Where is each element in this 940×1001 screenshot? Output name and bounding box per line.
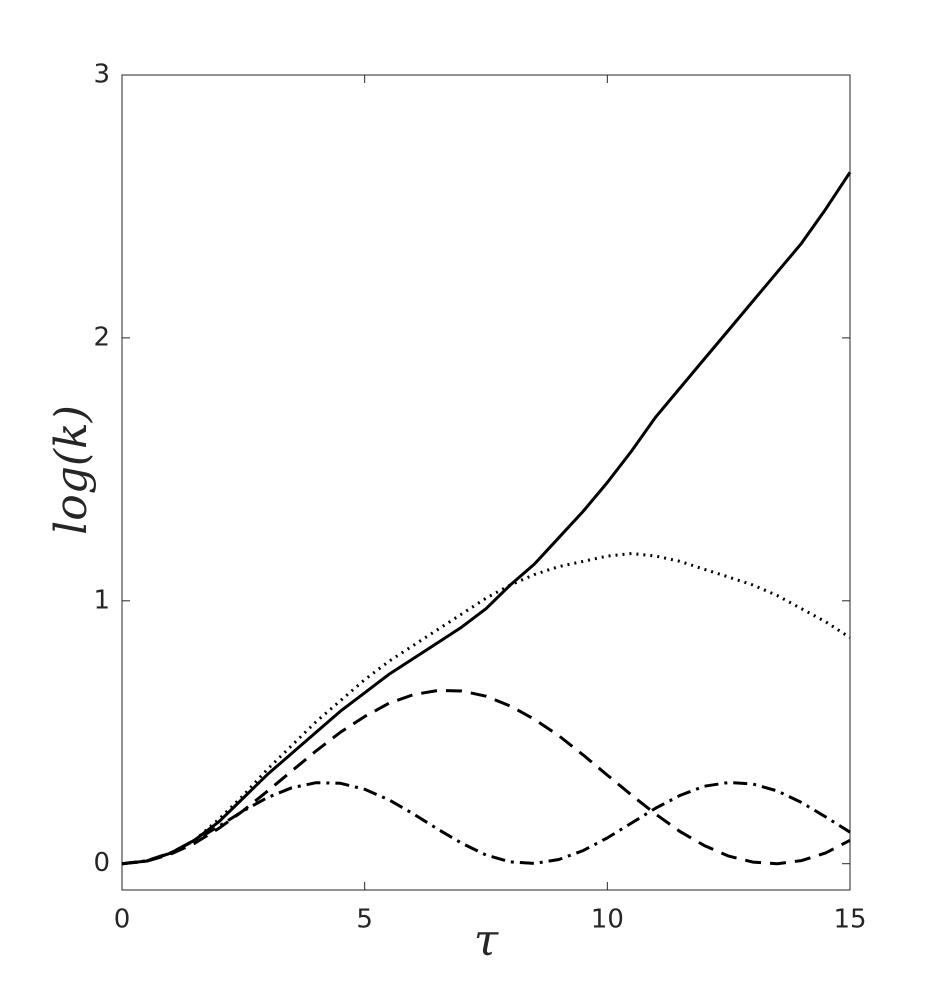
y-tick-label: 2 <box>93 322 110 352</box>
x-tick-label: 5 <box>356 905 373 935</box>
y-axis-label: log(k) <box>46 405 97 535</box>
y-tick-label: 0 <box>93 848 110 878</box>
plot-frame <box>121 74 851 891</box>
x-tick-label: 0 <box>114 905 131 935</box>
series-line <box>121 171 852 866</box>
x-axis-label: τ <box>474 915 499 966</box>
x-tick-label: 15 <box>833 905 866 935</box>
series-line <box>121 689 851 866</box>
y-tick-label: 1 <box>93 585 110 615</box>
y-tick-label: 3 <box>93 60 110 90</box>
x-tick-label: 10 <box>591 905 624 935</box>
